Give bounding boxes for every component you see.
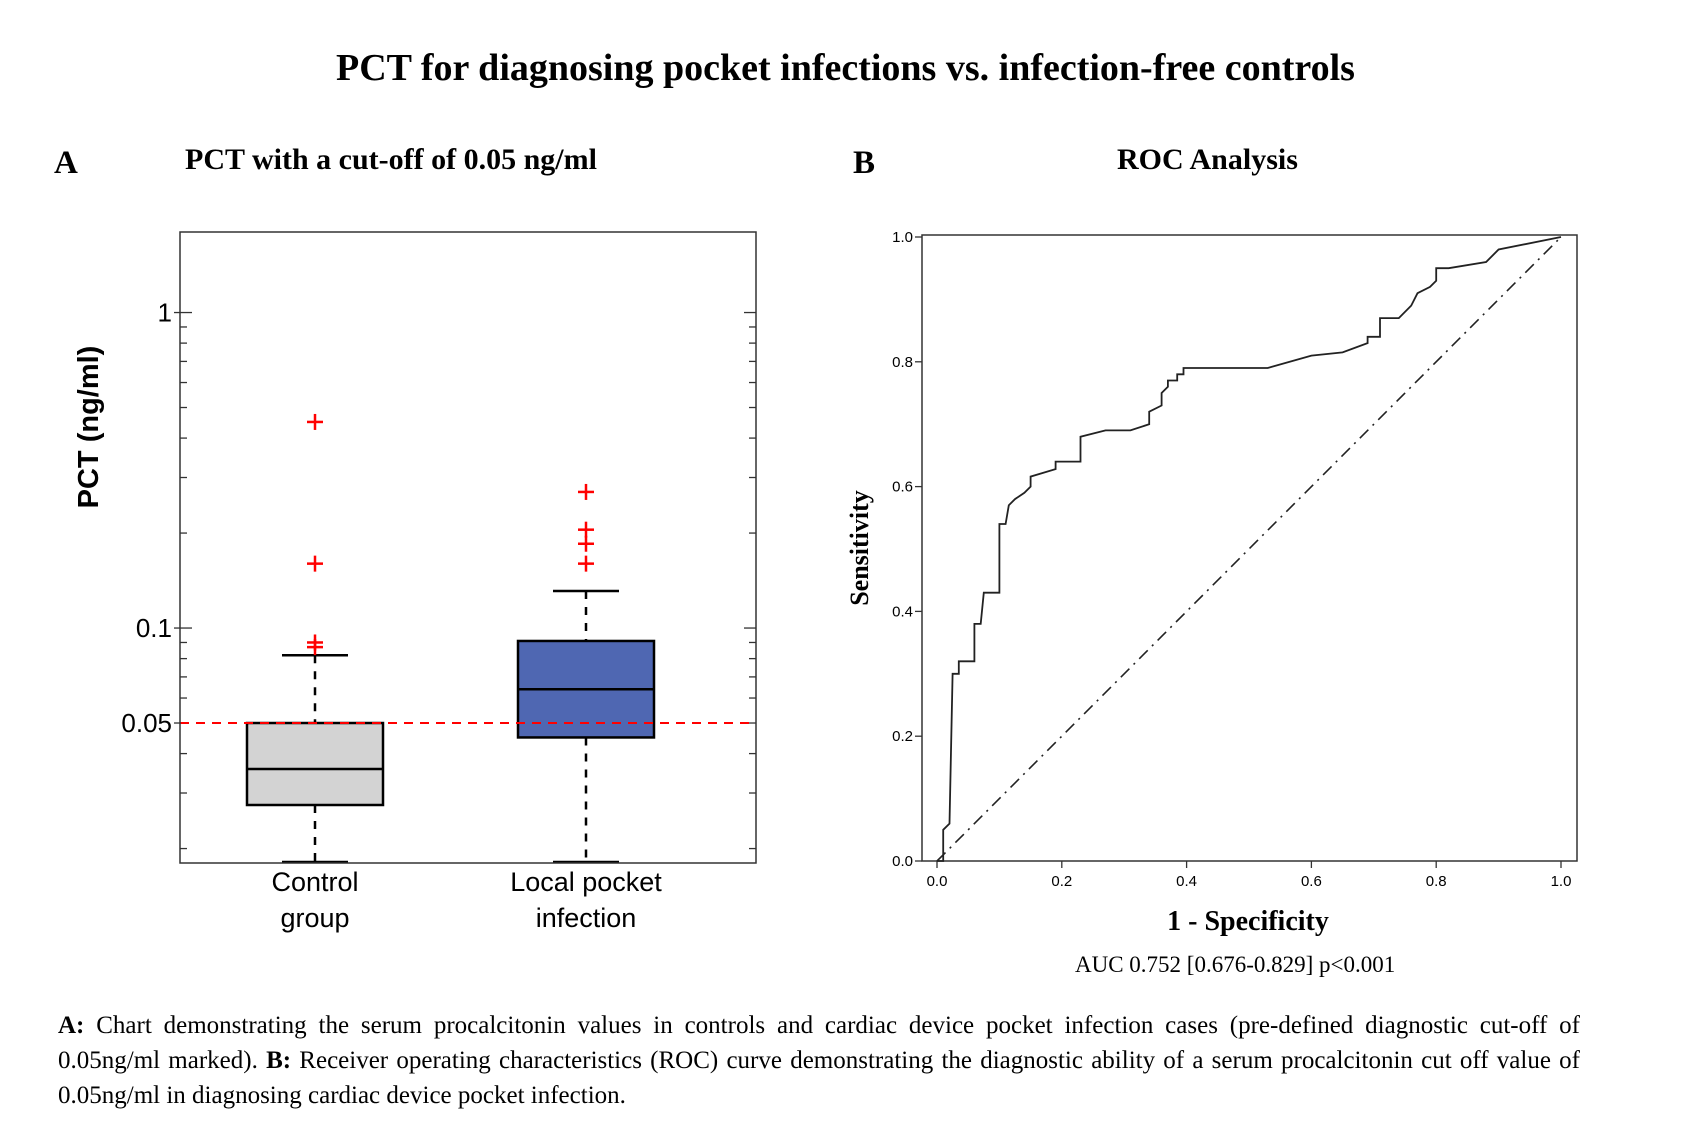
panel-b-letter: B <box>853 145 876 181</box>
box-0 <box>245 721 385 807</box>
y-tick-label-1: 0.1 <box>136 613 172 643</box>
outlier-0-0 <box>307 413 323 430</box>
y-tick-label-0: 1 <box>158 298 172 328</box>
roc-x-tick-label-2: 0.4 <box>1176 873 1197 890</box>
roc-y-tick-label-1: 0.2 <box>892 728 913 745</box>
box-plot-boxes <box>245 589 656 864</box>
roc-x-axis-label: 1 - Specificity <box>1167 906 1329 937</box>
outlier-1-1 <box>578 521 594 538</box>
roc-x-tick-label-5: 1.0 <box>1551 873 1572 890</box>
roc-reference-line <box>936 236 1562 862</box>
box-plot-category-labels: Control group Local pocket infection <box>271 867 662 933</box>
y-tick-label-2: 0.05 <box>121 708 172 738</box>
outlier-0-1 <box>307 555 323 572</box>
roc-x-tick-label-1: 0.2 <box>1051 873 1072 890</box>
roc-y-tick-label-4: 0.8 <box>892 354 913 371</box>
category-label-infection-line2: infection <box>536 903 637 933</box>
box-plot-y-axis-label: PCT (ng/ml) <box>73 346 105 509</box>
outlier-1-2 <box>578 535 594 552</box>
box-plot-outliers <box>307 413 594 656</box>
outlier-1-3 <box>578 555 594 572</box>
caption-b-text: Receiver operating characteristics (ROC)… <box>58 1047 1580 1109</box>
roc-axis-ticks: 0.0 0.2 0.4 0.6 0.8 1.0 0.0 0.2 0.4 0.6 0.8 1.0 <box>892 229 1571 890</box>
caption-a-label: A: <box>58 1012 85 1039</box>
outlier-0-3 <box>307 639 323 656</box>
box-plot-minor-ticks <box>180 311 756 850</box>
roc-x-tick-label-0: 0.0 <box>927 873 948 890</box>
roc-panel: 0.0 0.2 0.4 0.6 0.8 1.0 0.0 0.2 0.4 0.6 0.8 1.0 1 -… <box>845 229 1578 937</box>
category-label-control-line2: group <box>280 903 349 933</box>
figure-title: PCT for diagnosing pocket infections vs.… <box>336 47 1355 89</box>
panel-a-title: PCT with a cut-off of 0.05 ng/ml <box>185 143 597 176</box>
box-plot-y-tick-labels: 1 0.1 0.05 <box>121 298 180 738</box>
box-plot-panel: 1 0.1 0.05 PCT (ng/ml) Control group Local… <box>73 231 757 933</box>
auc-annotation: AUC 0.752 [0.676-0.829] p<0.001 <box>1075 952 1396 977</box>
panel-b-title: ROC Analysis <box>1117 143 1298 176</box>
caption-a-text: Chart demonstrating the serum procalcito… <box>58 1012 1580 1074</box>
category-label-control-line1: Control <box>271 867 358 897</box>
figure-caption: A: Chart demonstrating the serum procalc… <box>58 1008 1580 1113</box>
roc-x-tick-label-4: 0.8 <box>1426 873 1447 890</box>
roc-y-tick-label-3: 0.6 <box>892 479 913 496</box>
category-label-infection-line1: Local pocket <box>510 867 662 897</box>
panel-a-letter: A <box>54 145 78 181</box>
caption-b-label: B: <box>266 1047 292 1074</box>
roc-y-tick-label-5: 1.0 <box>892 229 913 246</box>
roc-y-axis-label: Sensitivity <box>845 490 874 606</box>
roc-frame <box>921 234 1578 862</box>
outlier-1-0 <box>578 483 594 500</box>
roc-curve <box>937 236 1562 862</box>
roc-x-tick-label-3: 0.6 <box>1301 873 1322 890</box>
roc-y-tick-label-0: 0.0 <box>892 853 913 870</box>
roc-y-tick-label-2: 0.4 <box>892 603 913 620</box>
box-plot-frame <box>179 231 757 864</box>
